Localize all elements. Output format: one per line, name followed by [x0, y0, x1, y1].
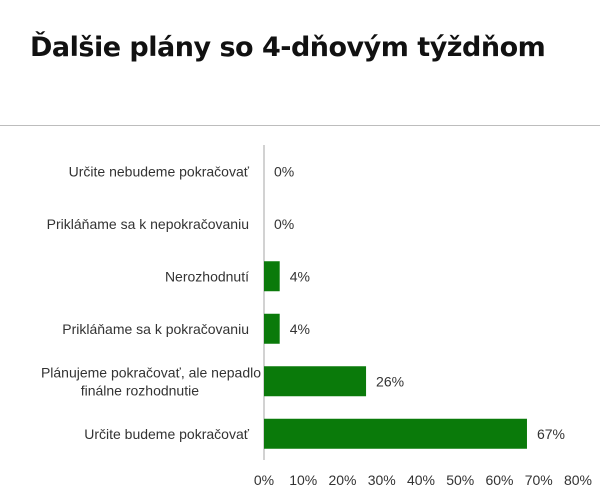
x-tick-label: 80% — [564, 472, 592, 488]
x-tick-label: 20% — [328, 472, 356, 488]
x-tick-label: 40% — [407, 472, 435, 488]
bar — [264, 261, 280, 292]
x-tick-label: 10% — [289, 472, 317, 488]
value-label: 0% — [274, 163, 294, 179]
divider — [0, 125, 600, 126]
x-tick-label: 50% — [446, 472, 474, 488]
x-tick-label: 70% — [525, 472, 553, 488]
category-label: Určite nebudeme pokračovať — [69, 163, 250, 179]
value-label: 26% — [376, 373, 404, 389]
x-tick-label: 60% — [485, 472, 513, 488]
bar — [264, 418, 527, 449]
category-labels-group: Určite nebudeme pokračovať Prikláňame sa … — [41, 163, 261, 442]
value-label: 4% — [290, 321, 310, 337]
value-label: 0% — [274, 216, 294, 232]
bar — [264, 313, 280, 344]
value-label: 67% — [537, 426, 565, 442]
value-labels-group: 0% 0% 4% 4% 26% 67% — [274, 163, 565, 442]
value-label: 4% — [290, 268, 310, 284]
category-label: Nerozhodnutí — [165, 268, 249, 284]
tick-labels-group: 0% 10% 20% 30% 40% 50% 60% 70% 80% — [254, 472, 592, 488]
category-label: Prikláňame sa k nepokračovaniu — [47, 216, 249, 232]
category-label: Určite budeme pokračovať — [84, 426, 250, 442]
x-tick-label: 0% — [254, 472, 274, 488]
bar — [264, 366, 367, 397]
x-tick-label: 30% — [368, 472, 396, 488]
category-label: Plánujeme pokračovať, ale nepadlo finálne… — [41, 364, 261, 398]
chart-title: Ďalšie plány so 4-dňovým týždňom — [30, 32, 546, 63]
bars-group — [264, 261, 527, 449]
category-label: Prikláňame sa k pokračovaniu — [62, 321, 249, 337]
